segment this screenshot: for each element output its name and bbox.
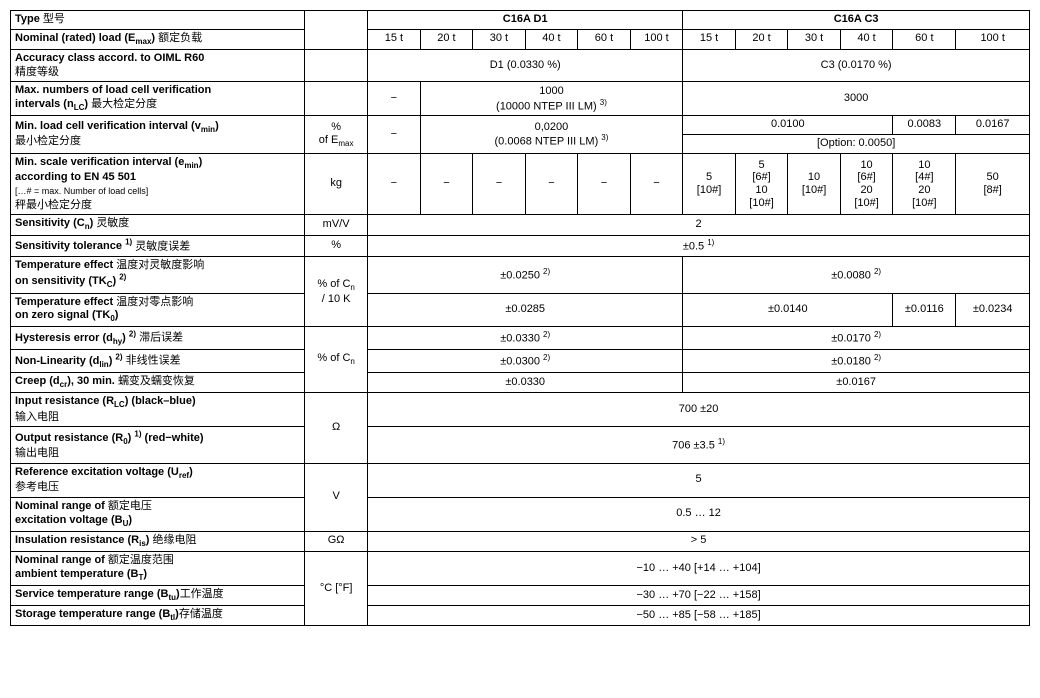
temp-unit: °C [°F] — [305, 551, 368, 625]
emin-label: Min. scale verification interval (emin)a… — [11, 153, 305, 214]
d1-100t: 100 t — [630, 29, 683, 49]
bt-label: Nominal range of 额定温度范围ambient temperatu… — [11, 551, 305, 585]
c3-100t: 100 t — [956, 29, 1030, 49]
ohm-unit: Ω — [305, 393, 368, 464]
accuracy-unit-blank — [305, 49, 368, 82]
nlc-c3: 3000 — [683, 82, 1030, 116]
btu-val: −30 … +70 [−22 … +158] — [368, 585, 1030, 605]
rlc-label: Input resistance (RLC) (black–blue)输入电阻 — [11, 393, 305, 427]
r0-val: 706 ±3.5 1) — [368, 427, 1030, 464]
emin-d1-3: − — [525, 153, 578, 214]
emin-c3-4: 10[4#]20[10#] — [893, 153, 956, 214]
tkc-d1: ±0.0250 2) — [368, 256, 683, 293]
vmin-unit: %of Emax — [305, 116, 368, 154]
emin-d1-4: − — [578, 153, 631, 214]
volt-unit: V — [305, 463, 368, 531]
emin-c3-5: 50[8#] — [956, 153, 1030, 214]
accuracy-d1: D1 (0.0330 %) — [368, 49, 683, 82]
hyst-c3: ±0.0170 2) — [683, 327, 1030, 350]
d1-15t: 15 t — [368, 29, 421, 49]
tk0-label: Temperature effect 温度对零点影响on zero signal… — [11, 293, 305, 327]
vmin-c3-c: 0.0167 — [956, 116, 1030, 135]
nonlin-c3: ±0.0180 2) — [683, 350, 1030, 373]
type-unit-blank — [305, 11, 368, 50]
tk0-c3c: ±0.0234 — [956, 293, 1030, 327]
sensitivity-val: 2 — [368, 215, 1030, 235]
c3-30t: 30 t — [788, 29, 841, 49]
sensitivity-label: Sensitivity (Cn) 灵敏度 — [11, 215, 305, 235]
btl-label: Storage temperature range (Btl)存储温度 — [11, 606, 305, 626]
nlc-unit-blank — [305, 82, 368, 116]
c3-40t: 40 t — [840, 29, 893, 49]
btu-label: Service temperature range (Btu)工作温度 — [11, 585, 305, 605]
btl-val: −50 … +85 [−58 … +185] — [368, 606, 1030, 626]
emin-unit: kg — [305, 153, 368, 214]
nonlin-d1: ±0.0300 2) — [368, 350, 683, 373]
tkc-c3: ±0.0080 2) — [683, 256, 1030, 293]
bu-val: 0.5 … 12 — [368, 497, 1030, 531]
model-c3: C16A C3 — [683, 11, 1030, 30]
emin-d1-2: − — [473, 153, 526, 214]
nonlin-label: Non-Linearity (dlin) 2) 非线性误差 — [11, 350, 305, 373]
d1-40t: 40 t — [525, 29, 578, 49]
vmin-d1: 0,0200(0.0068 NTEP III LM) 3) — [420, 116, 683, 154]
emin-d1-1: − — [420, 153, 473, 214]
senstol-val: ±0.5 1) — [368, 235, 1030, 256]
type-label: Type 型号 — [11, 11, 305, 30]
nlc-d1: 1000(10000 NTEP III LM) 3) — [420, 82, 683, 116]
emin-c3-3: 10[6#]20[10#] — [840, 153, 893, 214]
emin-d1-5: − — [630, 153, 683, 214]
d1-60t: 60 t — [578, 29, 631, 49]
creep-label: Creep (dcr), 30 min. 蠕变及蠕变恢复 — [11, 373, 305, 393]
c3-60t: 60 t — [893, 29, 956, 49]
bt-val: −10 … +40 [+14 … +104] — [368, 551, 1030, 585]
pct-unit: % of Cn — [305, 327, 368, 393]
hyst-d1: ±0.0330 2) — [368, 327, 683, 350]
vmin-label: Min. load cell verification interval (vm… — [11, 116, 305, 154]
creep-d1: ±0.0330 — [368, 373, 683, 393]
emin-d1-0: − — [368, 153, 421, 214]
hyst-label: Hysteresis error (dhy) 2) 滞后误差 — [11, 327, 305, 350]
ris-unit: GΩ — [305, 531, 368, 551]
vmin-c3-opt: [Option: 0.0050] — [683, 135, 1030, 154]
nlc-label: Max. numbers of load cell verificationin… — [11, 82, 305, 116]
uref-val: 5 — [368, 463, 1030, 497]
tk-unit: % of Cn/ 10 K — [305, 256, 368, 327]
senstol-unit: % — [305, 235, 368, 256]
senstol-label: Sensitivity tolerance 1) 灵敏度误差 — [11, 235, 305, 256]
bu-label: Nominal range of 额定电压excitation voltage … — [11, 497, 305, 531]
tk0-c3b: ±0.0116 — [893, 293, 956, 327]
tkc-label: Temperature effect 温度对灵敏度影响on sensitivit… — [11, 256, 305, 293]
d1-20t: 20 t — [420, 29, 473, 49]
nominal-load-label: Nominal (rated) load (Emax) 额定负载 — [11, 29, 305, 49]
emin-c3-1: 5[6#]10[10#] — [735, 153, 788, 214]
spec-table: Type 型号 C16A D1 C16A C3 Nominal (rated) … — [10, 10, 1030, 626]
vmin-c3-b: 0.0083 — [893, 116, 956, 135]
emin-c3-0: 5[10#] — [683, 153, 736, 214]
uref-label: Reference excitation voltage (Uref)参考电压 — [11, 463, 305, 497]
accuracy-label: Accuracy class accord. to OIML R60精度等级 — [11, 49, 305, 82]
model-d1: C16A D1 — [368, 11, 683, 30]
creep-c3: ±0.0167 — [683, 373, 1030, 393]
c3-15t: 15 t — [683, 29, 736, 49]
accuracy-c3: C3 (0.0170 %) — [683, 49, 1030, 82]
rlc-val: 700 ±20 — [368, 393, 1030, 427]
sensitivity-unit: mV/V — [305, 215, 368, 235]
tk0-d1: ±0.0285 — [368, 293, 683, 327]
ris-label: Insulation resistance (Ris) 绝缘电阻 — [11, 531, 305, 551]
vmin-d1-col0: − — [368, 116, 421, 154]
vmin-c3-a: 0.0100 — [683, 116, 893, 135]
r0-label: Output resistance (R0) 1) (red−white)输出电… — [11, 427, 305, 464]
tk0-c3a: ±0.0140 — [683, 293, 893, 327]
d1-30t: 30 t — [473, 29, 526, 49]
emin-c3-2: 10[10#] — [788, 153, 841, 214]
ris-val: > 5 — [368, 531, 1030, 551]
c3-20t: 20 t — [735, 29, 788, 49]
nlc-d1-col0: − — [368, 82, 421, 116]
